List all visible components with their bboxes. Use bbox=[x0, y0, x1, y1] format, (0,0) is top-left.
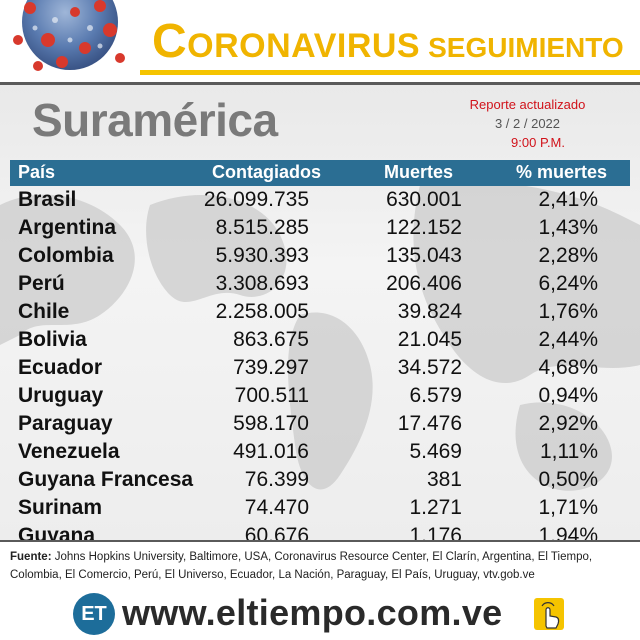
cell-cases: 2.258.005 bbox=[215, 300, 309, 323]
cell-death-rate: 2,92% bbox=[538, 412, 598, 435]
cell-death-rate: 1,76% bbox=[538, 300, 598, 323]
coronavirus-icon bbox=[0, 0, 135, 82]
cell-deaths: 206.406 bbox=[386, 272, 462, 295]
column-header-country: País bbox=[18, 162, 56, 182]
cell-cases: 74.470 bbox=[244, 496, 309, 519]
cell-country: Brasil bbox=[18, 188, 77, 211]
cell-cases: 598.170 bbox=[233, 412, 309, 435]
table-row: Ecuador 739.297 34.572 4,68% bbox=[10, 354, 630, 382]
cell-death-rate: 1,94% bbox=[538, 524, 598, 540]
column-header-deaths: Muertes bbox=[384, 162, 454, 182]
cell-deaths: 6.579 bbox=[409, 384, 462, 407]
cell-death-rate: 4,68% bbox=[538, 356, 598, 379]
cell-cases: 3.308.693 bbox=[215, 272, 309, 295]
cell-country: Perú bbox=[18, 272, 65, 295]
cell-deaths: 630.001 bbox=[386, 188, 462, 211]
cell-deaths: 34.572 bbox=[397, 356, 462, 379]
table-row: Uruguay 700.511 6.579 0,94% bbox=[10, 382, 630, 410]
cell-country: Guyana Francesa bbox=[18, 468, 194, 491]
table-row: Argentina 8.515.285 122.152 1,43% bbox=[10, 214, 630, 242]
table-row: Surinam 74.470 1.271 1,71% bbox=[10, 494, 630, 522]
page-title: CORONAVIRUS SEGUIMIENTO bbox=[152, 14, 624, 74]
title-cap: C bbox=[152, 15, 188, 68]
cell-death-rate: 6,24% bbox=[538, 272, 598, 295]
table-header: País Contagiados Muertes % muertes bbox=[10, 160, 630, 186]
cell-death-rate: 0,50% bbox=[538, 468, 598, 491]
cell-deaths: 5.469 bbox=[409, 440, 462, 463]
report-info: Reporte actualizado 3 / 2 / 2022 9:00 P.… bbox=[440, 95, 615, 152]
cell-death-rate: 1,71% bbox=[538, 496, 598, 519]
title-underline bbox=[140, 70, 640, 75]
cell-death-rate: 2,41% bbox=[538, 188, 598, 211]
cell-country: Guyana bbox=[18, 524, 96, 540]
cell-country: Uruguay bbox=[18, 384, 104, 407]
cell-deaths: 135.043 bbox=[386, 244, 462, 267]
cell-deaths: 39.824 bbox=[397, 300, 462, 323]
cell-deaths: 1.271 bbox=[409, 496, 462, 519]
cell-deaths: 21.045 bbox=[397, 328, 462, 351]
report-date: 3 / 2 / 2022 bbox=[494, 116, 561, 131]
table-row: Paraguay 598.170 17.476 2,92% bbox=[10, 410, 630, 438]
cell-cases: 491.016 bbox=[233, 440, 309, 463]
source-text: Johns Hopkins University, Baltimore, USA… bbox=[10, 551, 593, 581]
cell-death-rate: 1,43% bbox=[538, 216, 598, 239]
cell-death-rate: 2,44% bbox=[538, 328, 598, 351]
cell-cases: 8.515.285 bbox=[215, 216, 309, 239]
table-row: Brasil 26.099.735 630.001 2,41% bbox=[10, 186, 630, 214]
table-row: Guyana Francesa 76.399 381 0,50% bbox=[10, 466, 630, 494]
footer: ET www.eltiempo.com.ve bbox=[0, 590, 640, 640]
table-row: Venezuela 491.016 5.469 1,11% bbox=[10, 438, 630, 466]
table-row: Guyana 60.676 1.176 1,94% bbox=[10, 522, 630, 540]
cell-country: Colombia bbox=[18, 244, 114, 267]
cell-country: Ecuador bbox=[18, 356, 103, 379]
report-label: Reporte actualizado bbox=[469, 97, 586, 112]
cell-death-rate: 0,94% bbox=[538, 384, 598, 407]
cell-country: Chile bbox=[18, 300, 70, 323]
cell-cases: 700.511 bbox=[234, 384, 309, 407]
column-header-death-rate: % muertes bbox=[516, 162, 608, 182]
cell-cases: 863.675 bbox=[233, 328, 309, 351]
cell-cases: 739.297 bbox=[233, 356, 309, 379]
cell-country: Venezuela bbox=[18, 440, 120, 463]
cell-cases: 60.676 bbox=[244, 524, 309, 540]
website-link[interactable]: www.eltiempo.com.ve bbox=[122, 592, 503, 633]
cell-country: Surinam bbox=[18, 496, 103, 519]
column-header-cases: Contagiados bbox=[212, 162, 322, 182]
cell-country: Bolivia bbox=[18, 328, 87, 351]
data-panel: Suramérica Reporte actualizado 3 / 2 / 2… bbox=[0, 82, 640, 540]
world-map-icon bbox=[0, 181, 640, 491]
title-rest: ORONAVIRUS bbox=[187, 27, 421, 65]
table-row: Perú 3.308.693 206.406 6,24% bbox=[10, 270, 630, 298]
cell-country: Argentina bbox=[18, 216, 117, 239]
cell-country: Paraguay bbox=[18, 412, 113, 435]
table-body: Brasil 26.099.735 630.001 2,41% Argentina 8.5… bbox=[10, 186, 630, 540]
table-row: Bolivia 863.675 21.045 2,44% bbox=[10, 326, 630, 354]
cell-cases: 26.099.735 bbox=[203, 188, 309, 211]
header: CORONAVIRUS SEGUIMIENTO bbox=[0, 0, 640, 82]
cell-death-rate: 1,11% bbox=[540, 440, 598, 463]
cell-death-rate: 2,28% bbox=[538, 244, 598, 267]
title-subtitle: SEGUIMIENTO bbox=[428, 32, 624, 63]
cell-deaths: 17.476 bbox=[397, 412, 462, 435]
table-row: Chile 2.258.005 39.824 1,76% bbox=[10, 298, 630, 326]
eltiempo-logo: ET bbox=[73, 593, 115, 635]
cell-deaths: 1.176 bbox=[409, 524, 462, 540]
cell-cases: 76.399 bbox=[244, 468, 309, 491]
report-time: 9:00 P.M. bbox=[511, 135, 565, 150]
source-note: Fuente: Johns Hopkins University, Baltim… bbox=[0, 540, 640, 588]
tap-hand-icon bbox=[534, 598, 564, 630]
region-title: Suramérica bbox=[32, 94, 278, 146]
cell-deaths: 381 bbox=[426, 468, 462, 491]
cell-cases: 5.930.393 bbox=[215, 244, 309, 267]
cell-deaths: 122.152 bbox=[386, 216, 462, 239]
source-label: Fuente: bbox=[10, 551, 52, 563]
table-row: Colombia 5.930.393 135.043 2,28% bbox=[10, 242, 630, 270]
